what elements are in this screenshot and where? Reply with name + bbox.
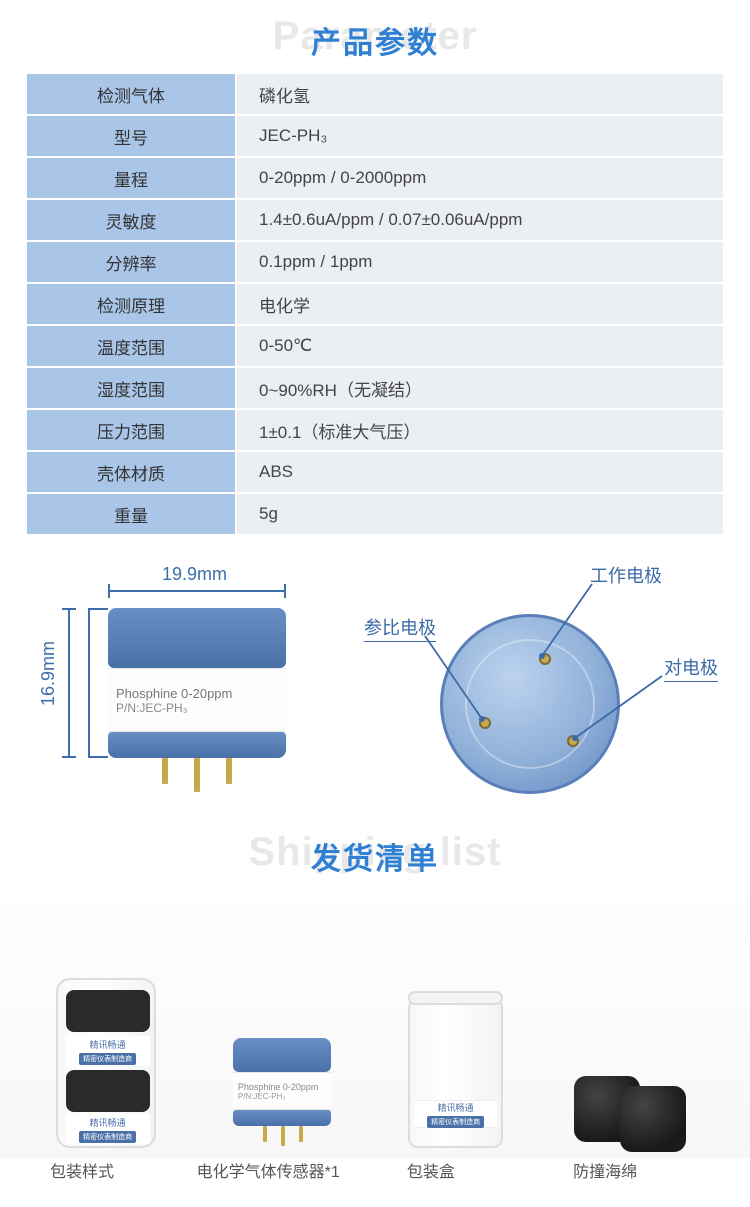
dim-height-label: 16.9mm [38,641,59,706]
section-header-shipping: Shipping list 发货清单 [0,816,750,888]
caption-sensor: 电化学气体传感器*1 [197,1158,407,1182]
table-row: 灵敏度1.4±0.6uA/ppm / 0.07±0.06uA/ppm [26,199,724,241]
electrode-reference [479,717,491,729]
table-row: 检测气体磷化氢 [26,73,724,115]
caption-foam: 防撞海绵 [573,1158,710,1182]
sensor-side-view: Phosphine 0-20ppm P/N:JEC-PH₃ [108,608,286,778]
spec-value: 0-20ppm / 0-2000ppm [236,157,724,199]
table-row: 型号JEC-PH₃ [26,115,724,157]
shipping-captions: 包装样式 电化学气体传感器*1 包装盒 防撞海绵 [0,1158,750,1202]
spec-label: 温度范围 [26,325,236,367]
sensor-top-view [440,614,620,794]
package-style-graphic: 精讯畅通 精密仪表制造商 精讯畅通 精密仪表制造商 [56,978,156,1148]
foam-graphic [574,1058,694,1148]
spec-label: 壳体材质 [26,451,236,493]
spec-value: 1±0.1（标准大气压） [236,409,724,451]
spec-value: 磷化氢 [236,73,724,115]
spec-label: 重量 [26,493,236,535]
ship-item-package-style: 精讯畅通 精密仪表制造商 精讯畅通 精密仪表制造商 [56,978,156,1148]
spec-label: 检测气体 [26,73,236,115]
sensor-graphic: Phosphine 0-20ppm P/N:JEC-PH₃ [227,1038,337,1148]
table-row: 压力范围1±0.1（标准大气压） [26,409,724,451]
dim-width-line [108,590,286,592]
spec-value: JEC-PH₃ [236,115,724,157]
ship-item-foam [574,1058,694,1148]
spec-label: 湿度范围 [26,367,236,409]
spec-label: 压力范围 [26,409,236,451]
sensor-label-line2: P/N:JEC-PH₃ [116,701,286,715]
table-row: 重量5g [26,493,724,535]
dim-width-label: 19.9mm [162,564,227,585]
sensor-label-line1: Phosphine 0-20ppm [116,686,286,701]
table-row: 分辨率0.1ppm / 1ppm [26,241,724,283]
table-row: 湿度范围0~90%RH（无凝结） [26,367,724,409]
spec-value: 5g [236,493,724,535]
spec-label: 灵敏度 [26,199,236,241]
spec-label: 分辨率 [26,241,236,283]
spec-value: 电化学 [236,283,724,325]
specs-table: 检测气体磷化氢型号JEC-PH₃量程0-20ppm / 0-2000ppm灵敏度… [25,72,725,536]
shipping-grid: 精讯畅通 精密仪表制造商 精讯畅通 精密仪表制造商 Phosphine 0-20… [0,888,750,1158]
spec-value: 0.1ppm / 1ppm [236,241,724,283]
table-row: 量程0-20ppm / 0-2000ppm [26,157,724,199]
ship-item-box: 精讯畅通 精密仪表制造商 [408,993,503,1148]
table-row: 温度范围0-50℃ [26,325,724,367]
spec-label: 量程 [26,157,236,199]
spec-label: 型号 [26,115,236,157]
table-row: 壳体材质ABS [26,451,724,493]
spec-value: 0-50℃ [236,325,724,367]
electrode-working [539,653,551,665]
electrode-counter [567,735,579,747]
section-header-parameters: Parameter 产品参数 [0,0,750,72]
parameters-title-cn: 产品参数 [0,18,750,62]
caption-box: 包装盒 [407,1158,573,1182]
table-row: 检测原理电化学 [26,283,724,325]
ship-item-sensor: Phosphine 0-20ppm P/N:JEC-PH₃ [227,1038,337,1148]
spec-value: 0~90%RH（无凝结） [236,367,724,409]
callout-counter: 对电极 [664,654,718,682]
shipping-title-cn: 发货清单 [0,834,750,878]
callout-reference: 参比电极 [364,614,436,642]
spec-value: 1.4±0.6uA/ppm / 0.07±0.06uA/ppm [236,199,724,241]
dim-height-line [68,608,70,758]
spec-label: 检测原理 [26,283,236,325]
box-graphic: 精讯畅通 精密仪表制造商 [408,993,503,1148]
caption-package-style: 包装样式 [50,1158,197,1182]
callout-working: 工作电极 [590,562,662,588]
sensor-diagram: 19.9mm 16.9mm Phosphine 0-20ppm P/N:JEC-… [0,556,750,816]
spec-value: ABS [236,451,724,493]
